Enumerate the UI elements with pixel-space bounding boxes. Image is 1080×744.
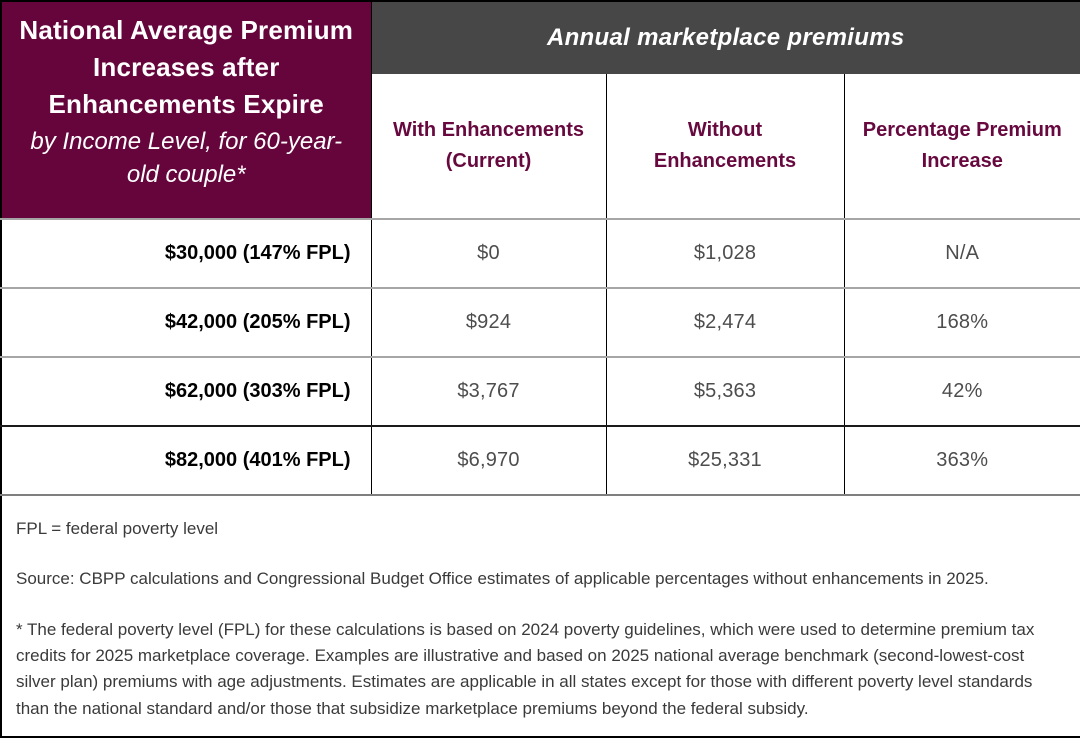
without-enhancements-value: $25,331 — [605, 426, 844, 496]
income-label: $30,000 (147% FPL) — [1, 219, 371, 289]
column-header-with-enhancements: With Enhancements (Current) — [370, 74, 606, 220]
source-note: Source: CBPP calculations and Congressio… — [16, 569, 989, 589]
without-enhancements-value: $2,474 — [605, 288, 844, 358]
column-header-percentage-increase: Percentage Premium Increase — [843, 74, 1080, 220]
with-enhancements-value: $0 — [370, 219, 606, 289]
column-header-without-enhancements: Without Enhancements — [605, 74, 844, 220]
with-enhancements-value: $6,970 — [370, 426, 606, 496]
fpl-definition-note: FPL = federal poverty level — [16, 519, 219, 538]
percentage-increase-value: 168% — [843, 288, 1080, 358]
table-title-cell: National Average Premium Increases after… — [1, 1, 372, 220]
table-row: $62,000 (303% FPL) $3,767 $5,363 42% — [1, 357, 1080, 427]
table-row: $42,000 (205% FPL) $924 $2,474 168% — [1, 288, 1080, 358]
asterisk-note: * The federal poverty level (FPL) for th… — [16, 619, 1035, 718]
group-header: Annual marketplace premiums — [371, 1, 1080, 74]
with-enhancements-value: $3,767 — [370, 357, 606, 427]
income-label: $42,000 (205% FPL) — [1, 288, 371, 358]
percentage-increase-value: 363% — [843, 426, 1080, 496]
table-subtitle: by Income Level, for 60-year-old couple* — [30, 127, 343, 189]
footnotes-cell: FPL = federal poverty level Source: CBPP… — [1, 495, 1080, 738]
top-band-row: National Average Premium Increases after… — [1, 1, 1080, 220]
percentage-increase-value: 42% — [843, 357, 1080, 427]
with-enhancements-value: $924 — [370, 288, 606, 358]
income-label: $82,000 (401% FPL) — [1, 426, 371, 496]
table-row: $30,000 (147% FPL) $0 $1,028 N/A — [1, 219, 1080, 289]
column-header-row: With Enhancements (Current) Without Enha… — [1, 74, 1080, 220]
table-row: $82,000 (401% FPL) $6,970 $25,331 363% — [1, 426, 1080, 496]
without-enhancements-value: $1,028 — [605, 219, 844, 289]
footnotes-row: FPL = federal poverty level Source: CBPP… — [1, 495, 1080, 738]
table-title: National Average Premium Increases after… — [19, 15, 354, 119]
without-enhancements-value: $5,363 — [605, 357, 844, 427]
percentage-increase-value: N/A — [843, 219, 1080, 289]
income-label: $62,000 (303% FPL) — [1, 357, 371, 427]
